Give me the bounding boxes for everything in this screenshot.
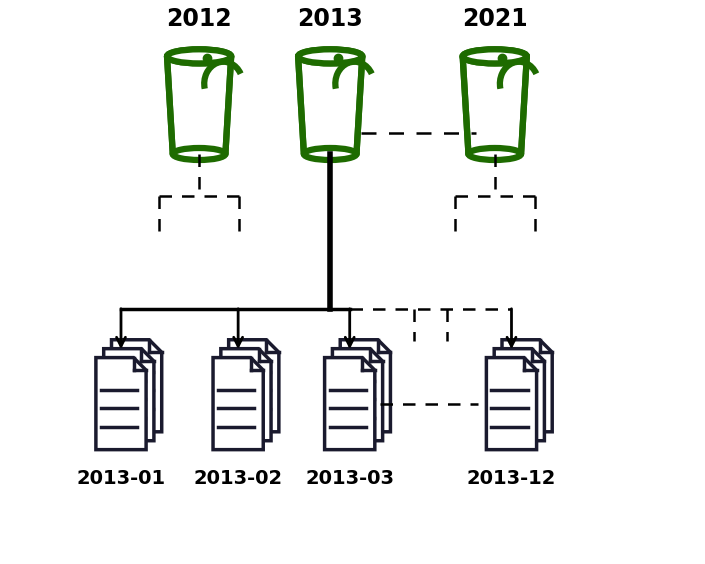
Text: 2013: 2013 xyxy=(298,7,363,31)
Text: 2021: 2021 xyxy=(462,7,527,31)
Ellipse shape xyxy=(462,49,527,63)
Text: 2013-12: 2013-12 xyxy=(467,469,556,488)
Ellipse shape xyxy=(173,148,226,160)
Polygon shape xyxy=(96,358,146,450)
Polygon shape xyxy=(228,340,279,432)
Polygon shape xyxy=(494,349,544,440)
Polygon shape xyxy=(333,349,383,440)
Polygon shape xyxy=(221,349,271,440)
Text: 2013-01: 2013-01 xyxy=(76,469,166,488)
Text: 2012: 2012 xyxy=(166,7,232,31)
Ellipse shape xyxy=(304,148,357,160)
Polygon shape xyxy=(298,56,362,154)
Ellipse shape xyxy=(468,148,521,160)
Polygon shape xyxy=(502,340,552,432)
Ellipse shape xyxy=(167,49,231,63)
Polygon shape xyxy=(111,340,161,432)
Polygon shape xyxy=(462,56,527,154)
Polygon shape xyxy=(213,358,263,450)
Polygon shape xyxy=(167,56,231,154)
Polygon shape xyxy=(486,358,537,450)
Ellipse shape xyxy=(462,49,527,63)
Ellipse shape xyxy=(298,49,362,63)
Ellipse shape xyxy=(298,49,362,63)
Polygon shape xyxy=(104,349,154,440)
Polygon shape xyxy=(324,358,375,450)
Ellipse shape xyxy=(167,49,231,63)
Text: 2013-02: 2013-02 xyxy=(194,469,283,488)
Polygon shape xyxy=(341,340,391,432)
Text: 2013-03: 2013-03 xyxy=(305,469,394,488)
